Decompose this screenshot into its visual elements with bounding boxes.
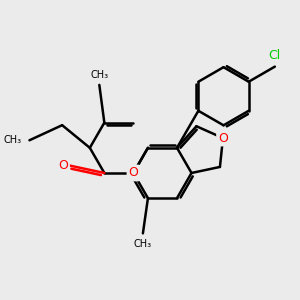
Text: O: O xyxy=(128,167,138,179)
Text: O: O xyxy=(58,159,68,172)
Text: CH₃: CH₃ xyxy=(90,70,108,80)
Text: Cl: Cl xyxy=(269,49,281,62)
Text: CH₃: CH₃ xyxy=(4,135,22,145)
Text: CH₃: CH₃ xyxy=(134,239,152,249)
Text: O: O xyxy=(218,131,228,145)
Text: O: O xyxy=(128,167,138,179)
Text: O: O xyxy=(218,131,228,145)
